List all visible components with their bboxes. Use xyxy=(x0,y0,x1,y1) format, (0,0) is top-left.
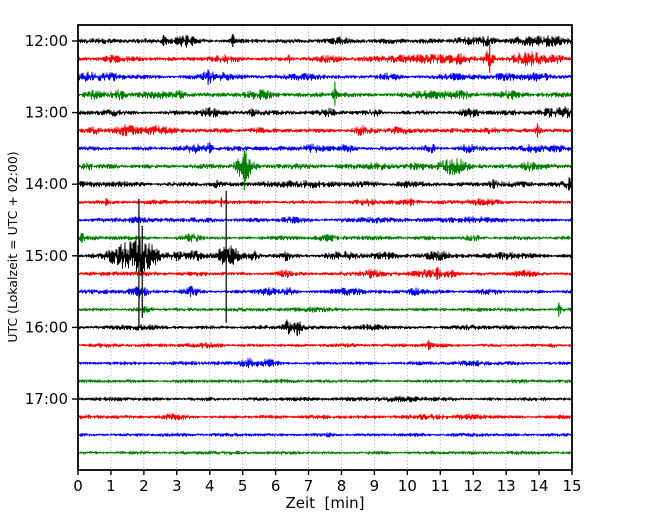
trace-17:15 xyxy=(78,413,572,421)
y-tick-label-13:00: 13:00 xyxy=(25,104,68,122)
trace-12:00 xyxy=(78,34,572,48)
y-tick-label-14:00: 14:00 xyxy=(25,175,68,193)
x-axis-label: Zeit [min] xyxy=(285,494,364,512)
x-tick-label-7: 7 xyxy=(304,477,314,495)
trace-16:30 xyxy=(78,357,572,369)
y-tick-label-16:00: 16:00 xyxy=(25,318,68,336)
trace-17:00 xyxy=(78,395,572,403)
x-tick-label-9: 9 xyxy=(370,477,380,495)
x-tick-label-0: 0 xyxy=(73,477,83,495)
trace-13:00 xyxy=(78,106,572,119)
trace-12:45 xyxy=(78,88,572,101)
x-tick-label-10: 10 xyxy=(398,477,417,495)
x-tick-label-11: 11 xyxy=(431,477,450,495)
trace-14:45 xyxy=(78,232,572,243)
x-tick-label-2: 2 xyxy=(139,477,149,495)
trace-15:15 xyxy=(78,266,572,280)
trace-16:15 xyxy=(78,341,572,350)
x-tick-label-14: 14 xyxy=(530,477,549,495)
x-tick-label-5: 5 xyxy=(238,477,248,495)
trace-17:45 xyxy=(78,450,572,456)
plot-frame xyxy=(77,24,573,471)
trace-15:30 xyxy=(78,285,572,299)
y-tick-label-17:00: 17:00 xyxy=(25,390,68,408)
trace-15:45 xyxy=(78,304,572,314)
y-axis-label: UTC (Lokalzeit = UTC + 02:00) xyxy=(5,151,20,342)
trace-14:00 xyxy=(78,176,572,191)
trace-16:00 xyxy=(78,319,572,337)
trace-12:15 xyxy=(78,50,572,67)
x-tick-label-6: 6 xyxy=(271,477,281,495)
x-tick-label-1: 1 xyxy=(106,477,116,495)
trace-13:15 xyxy=(78,124,572,137)
trace-layer xyxy=(78,34,572,456)
x-tick-label-8: 8 xyxy=(337,477,347,495)
trace-12:30 xyxy=(78,68,572,84)
spike-layer xyxy=(81,34,560,351)
trace-14:15 xyxy=(78,197,572,208)
x-tick-label-3: 3 xyxy=(172,477,182,495)
x-tick-label-15: 15 xyxy=(562,477,581,495)
trace-13:30 xyxy=(78,142,572,154)
grid-layer xyxy=(110,25,540,470)
trace-15:00 xyxy=(78,238,572,275)
x-tick-label-12: 12 xyxy=(464,477,483,495)
axes-layer: 0 1 2 3 4 5 6 7 8 9 10 11 12 13 14 1512:0013:0014:0015:… xyxy=(25,24,582,495)
trace-16:45 xyxy=(78,378,572,384)
trace-14:30 xyxy=(78,216,572,224)
y-tick-label-15:00: 15:00 xyxy=(25,247,68,265)
trace-13:45 xyxy=(78,150,572,182)
trace-17:30 xyxy=(78,432,572,438)
x-tick-label-4: 4 xyxy=(205,477,215,495)
y-tick-label-12:00: 12:00 xyxy=(25,32,68,50)
x-tick-label-13: 13 xyxy=(497,477,516,495)
